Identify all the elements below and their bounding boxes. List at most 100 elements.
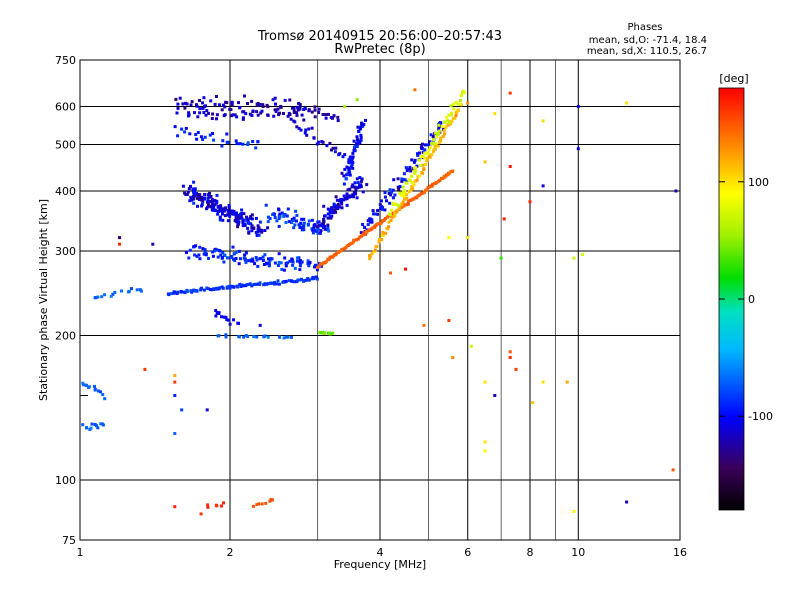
data-point — [228, 286, 232, 290]
data-point — [258, 103, 262, 106]
data-point — [420, 142, 424, 146]
data-point — [273, 280, 277, 284]
data-point — [324, 260, 328, 264]
data-point — [352, 191, 356, 195]
data-point — [454, 100, 458, 104]
data-point — [183, 106, 187, 110]
data-point — [351, 151, 355, 155]
data-point — [210, 117, 214, 120]
data-point — [428, 155, 432, 159]
data-point — [312, 226, 316, 230]
data-point — [217, 312, 221, 315]
data-point — [442, 128, 446, 132]
data-point — [198, 257, 202, 261]
data-point — [431, 182, 435, 186]
data-point — [395, 208, 399, 212]
data-point — [293, 120, 297, 124]
data-point — [175, 111, 179, 115]
data-point — [342, 174, 346, 178]
data-point — [303, 131, 307, 135]
data-point — [238, 142, 242, 146]
data-point — [280, 211, 284, 215]
data-point — [449, 122, 453, 126]
data-point — [394, 203, 398, 206]
data-point — [388, 201, 392, 205]
data-point — [359, 179, 363, 183]
data-point — [288, 259, 292, 263]
data-point — [361, 223, 365, 226]
data-point — [294, 209, 298, 213]
data-point — [391, 196, 395, 200]
data-point — [242, 335, 246, 339]
x-tick-label: 6 — [464, 546, 471, 559]
data-point — [441, 135, 445, 139]
data-point — [447, 113, 451, 117]
data-point — [241, 284, 245, 288]
data-point — [213, 203, 217, 207]
data-point — [327, 229, 331, 233]
data-point — [85, 383, 88, 387]
data-point — [292, 216, 296, 220]
data-point — [303, 107, 307, 111]
data-point — [206, 287, 210, 291]
data-point — [443, 120, 446, 124]
data-point — [439, 136, 443, 140]
data-point — [295, 105, 299, 109]
data-point — [343, 167, 347, 171]
data-point — [419, 145, 423, 149]
data-point — [233, 212, 237, 216]
data-point — [335, 198, 339, 202]
data-point — [407, 190, 411, 194]
data-point — [420, 155, 424, 158]
data-point — [423, 143, 427, 147]
data-point — [401, 185, 405, 189]
data-point — [359, 136, 363, 140]
data-point — [272, 282, 276, 286]
data-point — [447, 121, 451, 124]
data-point — [371, 209, 375, 213]
data-point — [199, 512, 203, 516]
data-point — [254, 146, 258, 150]
data-point — [181, 102, 185, 106]
data-point — [226, 209, 230, 212]
data-point — [237, 335, 241, 339]
data-point — [224, 206, 228, 210]
data-point — [435, 135, 439, 139]
data-point — [326, 207, 330, 211]
data-point — [218, 218, 222, 222]
data-point — [260, 230, 264, 234]
data-point — [173, 394, 177, 397]
data-point — [113, 291, 117, 294]
data-point — [100, 295, 104, 299]
data-point — [223, 105, 227, 109]
data-point — [266, 282, 270, 286]
data-point — [222, 315, 226, 319]
data-point — [233, 258, 237, 262]
x-tick-label: 4 — [377, 546, 384, 559]
colorbar-tick-label: -100 — [748, 410, 773, 423]
data-point — [322, 204, 326, 208]
data-point — [287, 220, 291, 224]
data-point — [201, 247, 205, 251]
data-point — [442, 174, 446, 178]
data-point — [231, 245, 235, 249]
data-point — [206, 199, 210, 203]
data-point — [200, 204, 204, 208]
data-point — [211, 112, 215, 116]
data-point — [224, 335, 228, 339]
data-point — [203, 135, 207, 139]
data-point — [237, 249, 241, 253]
data-point — [388, 213, 392, 217]
data-point — [483, 449, 487, 453]
data-point — [307, 219, 311, 223]
data-point — [283, 213, 286, 217]
data-point — [254, 282, 258, 286]
data-point — [397, 207, 401, 211]
data-point — [199, 135, 203, 139]
data-point — [247, 259, 251, 263]
data-point — [209, 200, 213, 203]
data-point — [200, 195, 204, 199]
data-point — [347, 167, 351, 171]
data-point — [252, 226, 255, 230]
data-point — [221, 103, 225, 107]
